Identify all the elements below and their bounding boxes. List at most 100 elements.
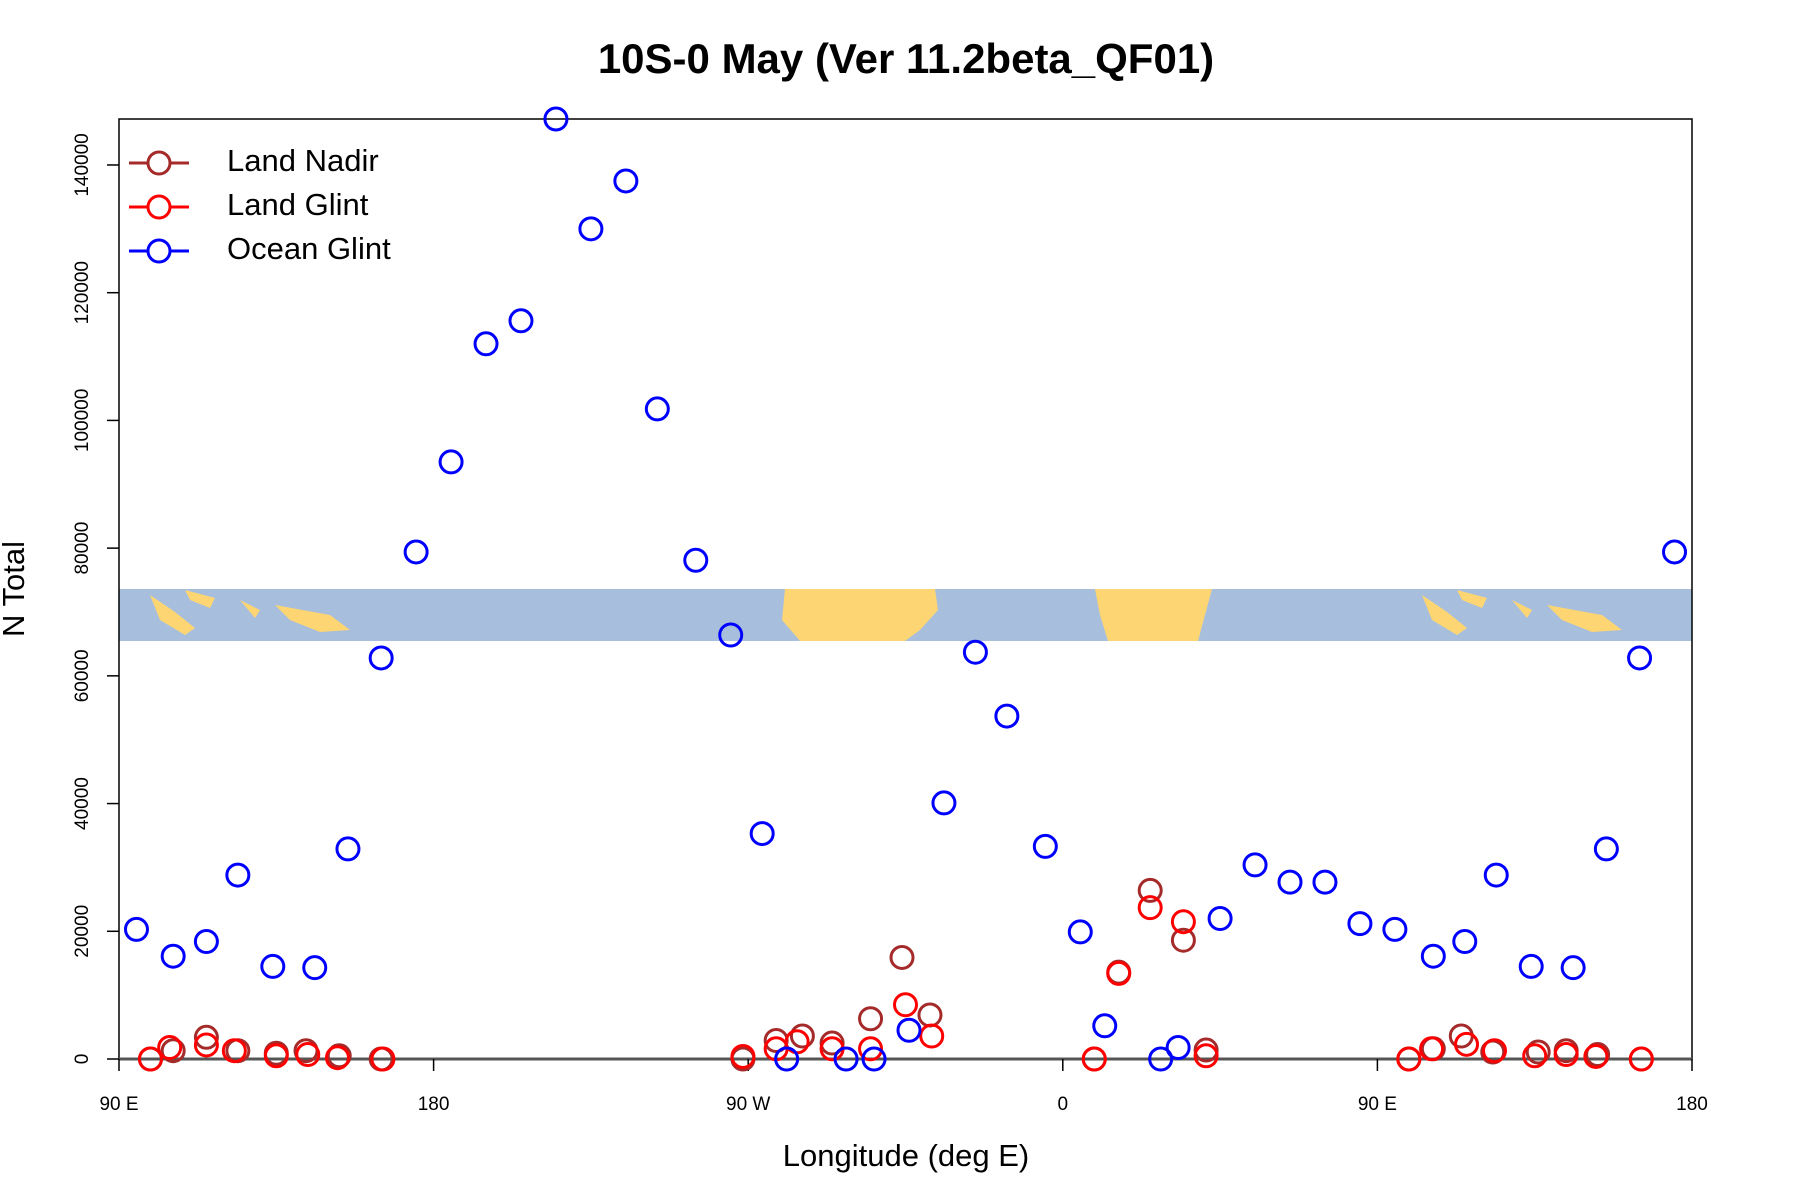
point [1419, 1036, 1445, 1062]
x-tick-label: 0 [1058, 1094, 1069, 1115]
point [1312, 869, 1338, 895]
legend-marker [146, 194, 172, 220]
y-tick-label: 120000 [72, 261, 93, 324]
x-tick-label: 180 [418, 1094, 450, 1115]
x-tick-label: 180 [1676, 1094, 1708, 1115]
point [1382, 916, 1408, 942]
point [1482, 1038, 1508, 1064]
point [508, 308, 534, 334]
y-tick-label: 20000 [72, 905, 93, 958]
y-tick-label: 0 [72, 1054, 93, 1065]
point [683, 547, 709, 573]
point [1193, 1043, 1219, 1069]
point [1662, 539, 1688, 565]
y-axis-label: N Total [0, 541, 31, 637]
y-tick-label: 80000 [72, 522, 93, 575]
point [193, 1024, 219, 1050]
point [1525, 1039, 1551, 1065]
point [578, 216, 604, 242]
land-south-america [782, 589, 938, 641]
chart-title: 10S-0 May (Ver 11.2beta_QF01) [598, 35, 1214, 82]
point [193, 1032, 219, 1058]
point [157, 1035, 183, 1061]
legend-marker [146, 150, 172, 176]
point [1454, 1031, 1480, 1057]
point [543, 106, 569, 132]
point [1106, 960, 1132, 986]
point [858, 1036, 884, 1062]
point [1067, 919, 1093, 945]
point [403, 539, 429, 565]
point [1347, 911, 1373, 937]
x-tick-label: 90 E [1358, 1094, 1397, 1115]
point [1518, 953, 1544, 979]
point [861, 1046, 887, 1072]
x-tick-label: 90 W [726, 1094, 770, 1115]
legend-label: Land Nadir [227, 143, 379, 178]
point [368, 645, 394, 671]
point [789, 1023, 815, 1049]
point [1560, 955, 1586, 981]
point [889, 944, 915, 970]
point [730, 1043, 756, 1069]
legend: Land Nadir Land Glint Ocean Glint [129, 143, 391, 266]
point [473, 331, 499, 357]
point [1420, 943, 1446, 969]
point [917, 1002, 943, 1028]
point [1522, 1043, 1548, 1069]
point [370, 1046, 396, 1072]
point [613, 168, 639, 194]
x-tick-label: 90 E [99, 1094, 138, 1115]
point [225, 862, 251, 888]
point [221, 1038, 247, 1064]
point [1593, 836, 1619, 862]
point [1483, 862, 1509, 888]
point [1148, 1046, 1174, 1072]
point [1452, 929, 1478, 954]
point [1032, 833, 1058, 859]
point [326, 1043, 352, 1069]
point [324, 1045, 350, 1071]
point [1081, 1046, 1107, 1072]
point [260, 953, 286, 979]
point [919, 1023, 945, 1049]
point [774, 1046, 800, 1072]
point [295, 1042, 321, 1068]
point [644, 396, 670, 422]
y-tick-label: 60000 [72, 649, 93, 702]
point [893, 992, 918, 1018]
point [1396, 1046, 1422, 1072]
point [1553, 1042, 1579, 1068]
point [833, 1046, 859, 1072]
land-indonesia-repeat [1422, 590, 1622, 635]
land-africa [1095, 589, 1212, 641]
point [718, 622, 744, 648]
point [1583, 1043, 1609, 1069]
point [896, 1017, 922, 1043]
point [1627, 645, 1653, 671]
series-points [137, 895, 1654, 1072]
point [994, 703, 1020, 729]
legend-label: Land Glint [227, 187, 369, 222]
point [858, 1006, 884, 1032]
point [335, 836, 361, 862]
map-strip [119, 589, 1692, 641]
legend-label: Ocean Glint [227, 231, 391, 266]
point [123, 916, 149, 942]
legend-marker [146, 238, 172, 264]
y-tick-label: 140000 [72, 133, 93, 196]
point [1092, 1013, 1118, 1039]
point [302, 955, 328, 981]
point [1165, 1035, 1191, 1061]
point [1207, 906, 1233, 932]
point [1585, 1042, 1611, 1068]
series-points [123, 106, 1688, 1072]
point [962, 639, 988, 665]
point [1137, 877, 1163, 903]
point [1170, 909, 1196, 935]
point [160, 1038, 186, 1064]
y-tick-label: 100000 [72, 389, 93, 452]
point [931, 790, 957, 816]
point [263, 1043, 289, 1069]
